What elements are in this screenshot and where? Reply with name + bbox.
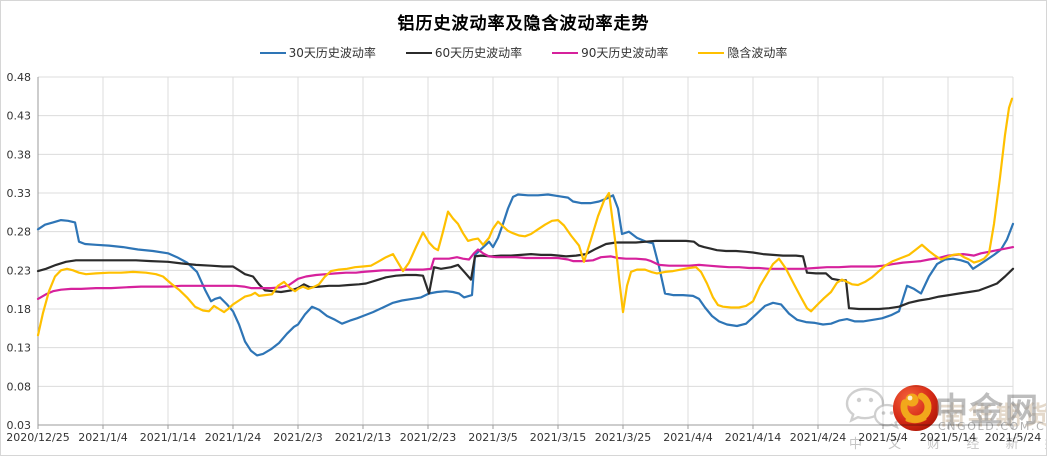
y-tick-label: 0.28 <box>7 226 32 239</box>
series-line-60d-hv <box>36 239 1015 311</box>
legend-label: 90天历史波动率 <box>581 46 669 60</box>
x-tick-label: 2021/5/14 <box>920 431 976 444</box>
y-tick-label: 0.23 <box>7 264 32 277</box>
legend-swatch <box>552 51 579 54</box>
legend-swatch <box>698 51 725 54</box>
legend-label: 隐含波动率 <box>727 46 788 60</box>
x-tick-label: 2021/3/15 <box>530 431 586 444</box>
y-tick-label: 0.13 <box>7 342 32 355</box>
x-tick-label: 2020/12/25 <box>6 431 69 444</box>
y-tick-label: 0.18 <box>7 303 32 316</box>
y-tick-label: 0.03 <box>7 419 32 432</box>
x-tick-label: 2021/1/4 <box>78 431 127 444</box>
x-tick-label: 2021/3/25 <box>595 431 651 444</box>
y-tick-label: 0.43 <box>7 110 32 123</box>
legend-item-2: 90天历史波动率 <box>552 44 668 61</box>
y-tick-label: 0.33 <box>7 187 32 200</box>
legend-item-1: 60天历史波动率 <box>405 44 523 61</box>
legend-item-0: 30天历史波动率 <box>259 44 376 61</box>
x-tick-label: 2021/2/13 <box>335 431 391 444</box>
x-tick-label: 2021/4/4 <box>663 431 712 444</box>
x-tick-label: 2021/3/5 <box>468 431 517 444</box>
x-tick-label: 2021/1/24 <box>205 431 261 444</box>
series-line-30d-hv <box>36 193 1015 357</box>
legend: 30天历史波动率 60天历史波动率 90天历史波动率 隐含波动率 <box>1 44 1046 61</box>
legend-swatch <box>405 51 432 54</box>
y-tick-label: 0.48 <box>7 71 32 84</box>
series-line-implied-vol <box>36 97 1014 337</box>
x-tick-label: 2021/5/4 <box>858 431 907 444</box>
x-tick-label: 2021/5/24 <box>985 431 1041 444</box>
x-tick-label: 2021/2/23 <box>400 431 456 444</box>
x-tick-label: 2021/1/14 <box>140 431 196 444</box>
x-tick-label: 2021/4/24 <box>790 431 846 444</box>
legend-label: 30天历史波动率 <box>288 46 376 60</box>
legend-label: 60天历史波动率 <box>434 46 523 60</box>
y-tick-label: 0.38 <box>7 148 32 161</box>
y-tick-label: 0.08 <box>7 380 32 393</box>
x-tick-label: 2021/4/14 <box>725 431 781 444</box>
legend-swatch <box>259 51 286 54</box>
legend-item-3: 隐含波动率 <box>698 44 787 61</box>
series-line-90d-hv <box>36 246 1015 300</box>
x-tick-label: 2021/2/3 <box>273 431 322 444</box>
chart-title: 铝历史波动率及隐含波动率走势 <box>397 14 650 34</box>
